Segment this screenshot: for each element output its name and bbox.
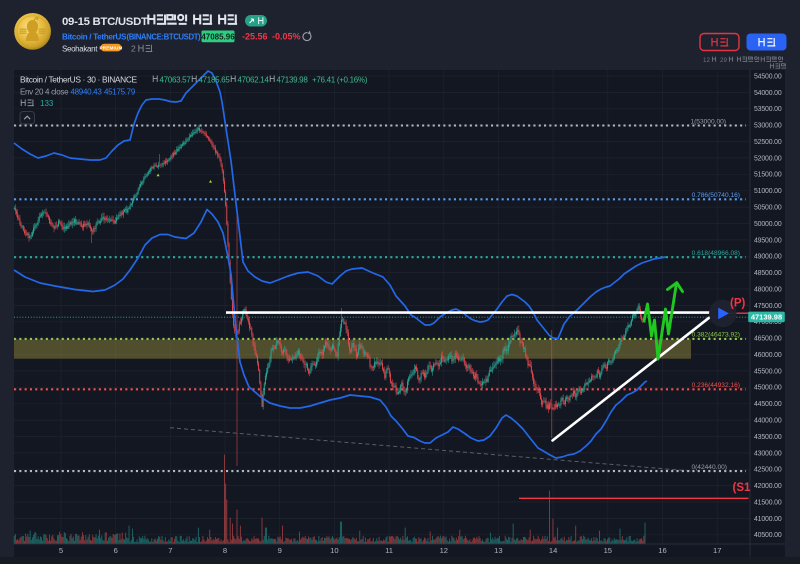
svg-text:+76.41 (+0.16%): +76.41 (+0.16%) [312,76,368,85]
svg-text:50000.00: 50000.00 [754,221,782,228]
svg-text:10: 10 [330,546,338,555]
svg-text:2: 2 [131,44,136,54]
svg-text:41000.00: 41000.00 [754,516,782,523]
svg-text:44500.00: 44500.00 [754,401,782,408]
svg-text:51500.00: 51500.00 [754,172,782,179]
svg-text:40500.00: 40500.00 [754,532,782,539]
svg-text:0.382(46473.92): 0.382(46473.92) [692,332,740,339]
svg-text:09-15 BTC/USDT: 09-15 BTC/USDT [62,16,148,28]
svg-text:47000.00: 47000.00 [754,319,782,326]
svg-text:48500.00: 48500.00 [754,270,782,277]
svg-text:29: 29 [720,57,727,64]
svg-text:49500.00: 49500.00 [754,237,782,244]
svg-text:-0.05%: -0.05% [272,32,301,42]
svg-text:13: 13 [494,546,502,555]
svg-text:42500.00: 42500.00 [754,467,782,474]
svg-text:47063.57: 47063.57 [160,76,192,85]
svg-text:9: 9 [278,546,282,555]
svg-text:Env 20 4 close: Env 20 4 close [20,88,69,97]
svg-text:47139.98: 47139.98 [277,76,309,85]
svg-text:53500.00: 53500.00 [754,106,782,113]
svg-text:47085.96: 47085.96 [201,32,235,41]
svg-text:41500.00: 41500.00 [754,499,782,506]
svg-text:(P): (P) [730,298,746,310]
svg-text:PREMIUM: PREMIUM [99,46,122,51]
svg-text:0(42440.00): 0(42440.00) [691,464,727,471]
svg-text:47139.98: 47139.98 [751,313,782,322]
svg-text:-25.56: -25.56 [242,32,268,42]
svg-text:0.236(44932.16): 0.236(44932.16) [692,382,740,389]
svg-text:48000.00: 48000.00 [754,286,782,293]
svg-text:47500.00: 47500.00 [754,303,782,310]
svg-text:(S1: (S1 [733,482,752,494]
svg-text:1(53000.00): 1(53000.00) [690,118,726,125]
svg-text:17: 17 [713,546,721,555]
svg-text:133: 133 [40,99,54,108]
svg-text:53000.00: 53000.00 [754,123,782,130]
svg-text:43000.00: 43000.00 [754,450,782,457]
svg-text:(BINANCE:BTCUSDT): (BINANCE:BTCUSDT) [127,33,202,42]
svg-text:43500.00: 43500.00 [754,434,782,441]
svg-text:12: 12 [440,546,448,555]
svg-text:45175.79: 45175.79 [104,88,136,97]
svg-text:46000.00: 46000.00 [754,352,782,359]
svg-text:51000.00: 51000.00 [754,188,782,195]
svg-text:Seohakant: Seohakant [62,45,98,54]
svg-text:46500.00: 46500.00 [754,336,782,343]
svg-text:7: 7 [168,546,172,555]
svg-text:54000.00: 54000.00 [754,90,782,97]
svg-text:50500.00: 50500.00 [754,205,782,212]
svg-text:0.618(48966.08): 0.618(48966.08) [692,250,740,257]
svg-text:54500.00: 54500.00 [754,73,782,80]
svg-text:48940.43: 48940.43 [71,88,103,97]
svg-text:11: 11 [385,546,393,555]
svg-text:47062.14: 47062.14 [238,76,270,85]
svg-text:44000.00: 44000.00 [754,418,782,425]
svg-text:42000.00: 42000.00 [754,483,782,490]
svg-text:49000.00: 49000.00 [754,254,782,261]
svg-text:Bitcoin / TetherUS · 30 · BINA: Bitcoin / TetherUS · 30 · BINANCE [20,75,138,85]
svg-text:Bitcoin / TetherUS: Bitcoin / TetherUS [62,33,127,42]
svg-text:6: 6 [114,546,118,555]
svg-text:45500.00: 45500.00 [754,368,782,375]
svg-text:8: 8 [223,546,227,555]
svg-text:0.786(50740.16): 0.786(50740.16) [692,192,740,199]
svg-text:12: 12 [703,57,710,64]
svg-text:52000.00: 52000.00 [754,155,782,162]
svg-text:45000.00: 45000.00 [754,385,782,392]
svg-text:47185.65: 47185.65 [199,76,231,85]
svg-text:52500.00: 52500.00 [754,139,782,146]
svg-text:5: 5 [59,546,63,555]
svg-text:14: 14 [549,546,557,555]
svg-text:16: 16 [658,546,666,555]
svg-text:15: 15 [604,546,612,555]
